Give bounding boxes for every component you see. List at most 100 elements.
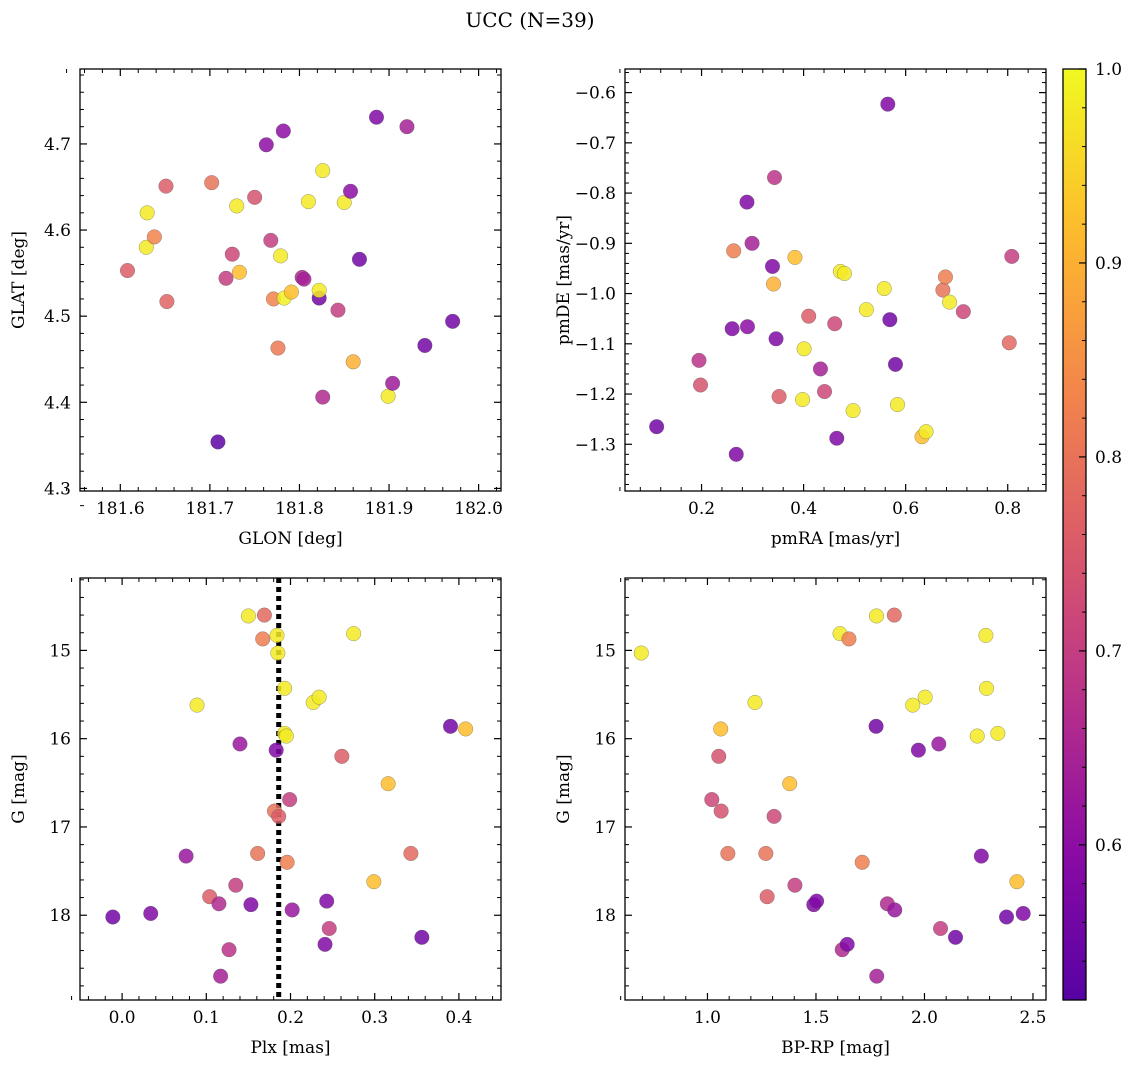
x-tick-label: 182.0 [454,499,503,519]
x-tick-label: 181.6 [96,499,145,519]
scatter-point [969,728,985,744]
colorbar-tick-label: 1.0 [1095,60,1122,80]
scatter-point [270,340,286,356]
scatter-point [119,262,136,279]
scatter-point [978,680,995,696]
scatter-point [221,942,237,958]
scatter-point [417,337,433,354]
axes-frame [79,68,502,492]
scatter-point [868,608,885,624]
scatter-point [159,293,175,310]
y-tick-label: −0.8 [575,184,616,204]
scatter-point [726,243,742,259]
scatter-point [692,377,709,393]
scatter-point [273,248,289,264]
y-tick-label: −0.7 [575,134,616,154]
subplot-grid: 181.6 181.7 181.8 181.9 182.04.34.44.54.64.7… [9,68,1047,1058]
y-tick-label: −1.3 [575,435,616,455]
scatter-point [138,239,154,255]
scatter-point [876,280,892,297]
scatter-point [747,694,763,711]
scatter-point [759,889,775,905]
scatter-point [910,742,926,758]
scatter-point [189,697,205,713]
scatter-point [442,718,459,734]
scatter-point [771,389,787,405]
scatter-point [263,232,279,248]
scatter-point [255,631,271,647]
y-tick-label: −0.6 [575,84,616,104]
scatter-point [739,194,755,210]
scatter-point [445,313,461,329]
y-axis-label: G [mag] [554,754,574,823]
scatter-point [711,748,727,764]
scatter-point [346,626,362,642]
scatter-point [270,645,286,661]
scatter-point [414,929,430,945]
y-tick-label: −1.0 [575,285,616,305]
scatter-point [728,446,744,462]
scatter-point [795,392,811,408]
scatter-point [218,270,234,286]
scatter-point [768,331,784,347]
y-tick-label: −0.9 [575,234,616,254]
subplot-pmra-pmde: 0.2 0.4 0.6 0.8 −1.3 −1.2 −1.1 −1.0 −0.9 −0.8 −0.7… [554,68,1047,549]
scatter-point [827,316,843,332]
axes-frame [624,577,1047,1001]
x-tick-label: 0.4 [445,1008,472,1028]
scatter-point [330,302,346,318]
scatter-point [232,736,248,752]
y-tick-label: 15 [594,641,616,661]
scatter-point [178,848,194,864]
scatter-point [458,721,474,737]
scatter-point [279,854,295,870]
scatter-point [278,728,294,744]
scatter-point [812,361,828,377]
scatter-point [311,282,327,298]
scatter-point [765,276,782,292]
scatter-point [937,269,954,285]
scatter-point [345,354,361,370]
x-tick-label: 0.4 [790,499,817,519]
scatter-point [782,776,798,792]
colorbar-tick-label: 0.7 [1095,642,1122,662]
scatter-point [990,725,1006,741]
x-tick-label: 1.5 [802,1008,829,1028]
scatter-point [942,294,958,310]
scatter-point [158,178,174,194]
scatter-point [829,430,845,446]
y-tick-label: 4.3 [44,479,71,499]
scatter-point [282,792,298,808]
subplot-glon-glat: 181.6 181.7 181.8 181.9 182.0 4.3 4.4 4.5 4.6 4.7… [9,68,503,549]
scatter-point [882,312,898,328]
scatter-point [868,718,884,734]
scatter-point [240,608,256,624]
x-tick-label: 1.0 [694,1008,721,1028]
scatter-point [311,689,327,705]
scatter-point [143,905,159,922]
scatter-point [231,264,247,280]
scatter-point [258,137,274,153]
scatter-point [809,893,825,909]
scatter-point [243,897,259,913]
y-tick-label: 4.5 [44,307,71,327]
scatter-point [380,776,396,792]
y-tick-label: 16 [49,730,71,750]
x-tick-label: 2.5 [1019,1008,1046,1028]
scatter-point [998,909,1015,925]
scatter-point [758,845,774,861]
scatter-point [228,877,244,893]
x-tick-label: 181.9 [365,499,414,519]
scatter-point [105,909,121,925]
x-tick-label: 0.0 [109,1008,136,1028]
scatter-point [1004,248,1020,264]
scatter-point [816,383,833,400]
scatter-point [858,302,874,318]
y-tick-label: 15 [49,641,71,661]
x-tick-label: 181.8 [275,499,324,519]
scatter-point [315,389,331,405]
y-axis-label: pmDE [mas/yr] [554,215,574,345]
y-axis-label: G [mag] [9,754,29,823]
y-tick-label: 18 [49,906,71,926]
